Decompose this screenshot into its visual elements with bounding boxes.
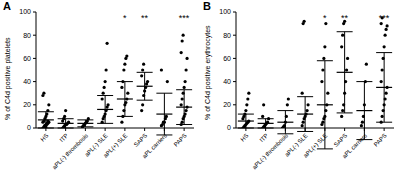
svg-text:0: 0: [27, 124, 31, 131]
svg-text:ITP: ITP: [58, 132, 69, 143]
svg-text:% of C4d positive platelets: % of C4d positive platelets: [8, 37, 12, 120]
svg-text:***: ***: [379, 13, 390, 23]
svg-text:60: 60: [23, 55, 31, 62]
svg-text:40: 40: [23, 78, 31, 85]
svg-text:20: 20: [223, 101, 231, 108]
svg-text:*: *: [123, 13, 127, 23]
svg-text:40: 40: [223, 78, 231, 85]
svg-text:aPL carriers: aPL carriers: [341, 132, 368, 159]
svg-text:*: *: [323, 13, 327, 23]
svg-text:% of C4d positive erythrocytes: % of C4d positive erythrocytes: [204, 25, 212, 120]
svg-text:SAPS: SAPS: [133, 132, 149, 148]
svg-text:60: 60: [223, 55, 231, 62]
svg-text:HS: HS: [239, 132, 249, 142]
svg-text:aPL carriers: aPL carriers: [141, 132, 168, 159]
svg-text:PAPS: PAPS: [173, 132, 188, 147]
svg-text:PAPS: PAPS: [373, 132, 388, 147]
svg-text:**: **: [341, 13, 349, 23]
svg-text:ITP: ITP: [258, 132, 269, 143]
svg-text:aPL(-) SLE: aPL(-) SLE: [283, 132, 309, 158]
svg-text:100: 100: [219, 8, 231, 15]
svg-text:0: 0: [227, 124, 231, 131]
html-text:A: A: [3, 0, 11, 12]
svg-text:***: ***: [179, 13, 190, 23]
svg-text:aPL(-) thrombosis: aPL(-) thrombosis: [251, 132, 289, 170]
svg-text:aPL(+) SLE: aPL(+) SLE: [102, 132, 128, 158]
svg-text:80: 80: [23, 32, 31, 39]
svg-text:**: **: [141, 13, 149, 23]
svg-text:20: 20: [23, 101, 31, 108]
svg-text:aPL(-) SLE: aPL(-) SLE: [83, 132, 109, 158]
svg-text:80: 80: [223, 32, 231, 39]
svg-text:aPL(+) SLE: aPL(+) SLE: [302, 132, 328, 158]
svg-text:aPL(-) thrombosis: aPL(-) thrombosis: [51, 132, 89, 170]
html-text:B: B: [203, 0, 211, 12]
svg-text:HS: HS: [39, 132, 49, 142]
svg-text:SAPS: SAPS: [333, 132, 349, 148]
svg-text:100: 100: [19, 8, 31, 15]
